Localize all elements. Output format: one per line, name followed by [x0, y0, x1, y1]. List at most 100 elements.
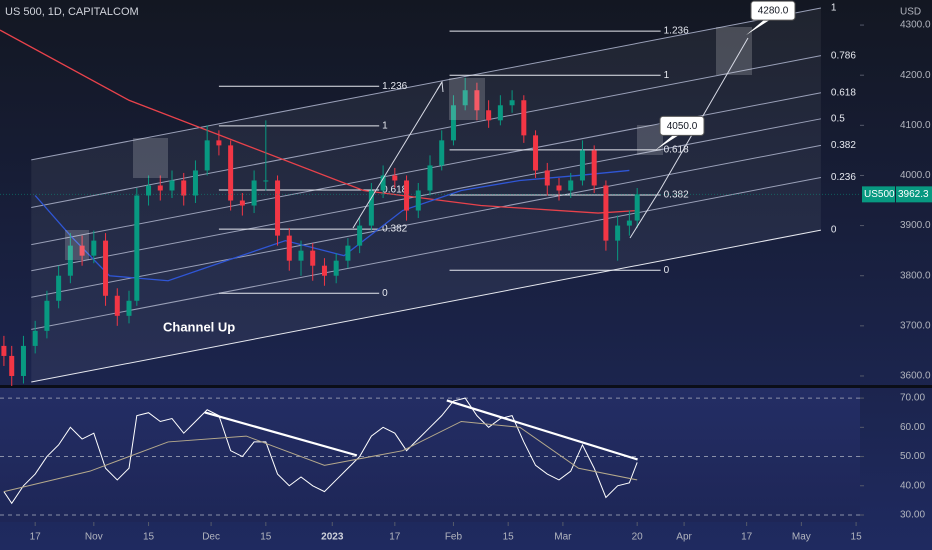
fib-label: 1.236 — [382, 81, 407, 92]
candle-body — [486, 110, 492, 121]
rsi-line — [3, 420, 638, 493]
fib-label: 0.382 — [382, 224, 407, 235]
candle-body — [579, 150, 585, 181]
candle-body — [357, 225, 363, 246]
channel-line — [31, 7, 822, 161]
box — [449, 78, 485, 120]
box — [65, 230, 89, 260]
x-tick-label: Nov — [85, 532, 103, 543]
channel-label: 0.5 — [831, 113, 845, 124]
x-tick-label: Apr — [676, 532, 692, 543]
candle-body — [228, 145, 234, 201]
candle-body — [509, 100, 515, 106]
candle-body — [192, 170, 198, 196]
candle-body — [321, 265, 327, 276]
channel-line — [31, 55, 822, 209]
y-tick-label: 3700.0 — [900, 320, 931, 331]
arrow — [629, 37, 749, 239]
symbol-label: US500 — [864, 189, 895, 200]
candle-body — [333, 260, 339, 276]
price-tag — [896, 186, 932, 203]
y-tick-label: 30.00 — [900, 510, 925, 521]
candle-body — [56, 275, 62, 301]
x-tick-label: Feb — [445, 532, 463, 543]
candle-body — [239, 200, 245, 206]
x-tick-label: Dec — [202, 532, 220, 543]
y-tick-label: 70.00 — [900, 393, 925, 404]
candle-body — [497, 105, 503, 121]
fib-label: 0 — [664, 265, 670, 276]
x-tick-label: 20 — [632, 532, 644, 543]
candle-body — [79, 245, 85, 256]
candle-body — [615, 225, 621, 241]
x-tick-label: 15 — [851, 532, 863, 543]
candle-body — [415, 190, 421, 211]
callout-pointer — [655, 134, 680, 151]
candle-body — [345, 245, 351, 261]
channel-label: 0.236 — [831, 172, 856, 183]
channel-line — [31, 176, 822, 330]
chart-title: US 500, 1D, CAPITALCOM — [5, 6, 139, 18]
candle-body — [568, 180, 574, 191]
fib-label: 0 — [382, 288, 388, 299]
fib-label: 0.618 — [382, 185, 407, 196]
fib-label: 1.236 — [664, 26, 689, 37]
channel-line — [31, 229, 822, 383]
candle-body — [263, 180, 269, 182]
candle-body — [103, 240, 109, 296]
x-tick-label: 15 — [143, 532, 155, 543]
channel-label: 0 — [831, 225, 837, 236]
candle-body — [533, 135, 539, 171]
candle-body — [134, 195, 140, 301]
y-tick-label: 4200.0 — [900, 70, 931, 81]
callout-label: 4280.0 — [758, 6, 789, 17]
channel-line — [31, 144, 822, 298]
candle-body — [91, 240, 97, 256]
fib-label: 0.618 — [664, 145, 689, 156]
rsi-pane — [0, 388, 860, 522]
moving-average — [0, 29, 638, 214]
projection-arrows — [352, 37, 749, 239]
y-tick-label: 3600.0 — [900, 371, 931, 382]
candle-body — [251, 180, 257, 206]
box — [716, 27, 752, 75]
x-tick-label: Mar — [554, 532, 572, 543]
y-tick-label: 3800.0 — [900, 270, 931, 281]
x-tick-label: 2023 — [321, 532, 344, 543]
candle-body — [310, 250, 316, 266]
annotation: Channel Up — [163, 319, 235, 334]
fib-label: 1 — [382, 120, 388, 131]
candle-body — [634, 194, 640, 221]
candle-body — [380, 175, 386, 191]
callout-box — [659, 115, 705, 136]
candle-body — [216, 140, 222, 146]
moving-average — [34, 169, 630, 282]
candle-body — [114, 295, 120, 316]
channel-label: 0.382 — [831, 140, 856, 151]
highlight-boxes — [65, 27, 752, 260]
y-tick-label: 40.00 — [900, 480, 925, 491]
candle-body — [368, 190, 374, 226]
candle-body — [521, 100, 527, 136]
y-tick-label: 60.00 — [900, 422, 925, 433]
unit-label: USD — [900, 7, 921, 18]
candle-body — [32, 330, 38, 346]
candle-body — [462, 90, 468, 106]
candle-body — [556, 185, 562, 191]
candle-body — [181, 180, 187, 196]
callout-pointer — [746, 19, 771, 36]
y-tick-label: 3900.0 — [900, 220, 931, 231]
y-tick-label: 50.00 — [900, 451, 925, 462]
price-label: 3962.3 — [898, 189, 929, 200]
candle-body — [1, 345, 7, 356]
candle-body — [146, 185, 152, 196]
candle-body — [392, 175, 398, 181]
arrow — [352, 81, 443, 229]
candle-body — [626, 220, 632, 226]
arrow-head — [436, 80, 444, 93]
candle-body — [169, 180, 175, 191]
candle-body — [67, 245, 73, 276]
candle-body — [474, 90, 480, 111]
candle-body — [298, 250, 304, 261]
symbol-tag — [862, 186, 895, 203]
